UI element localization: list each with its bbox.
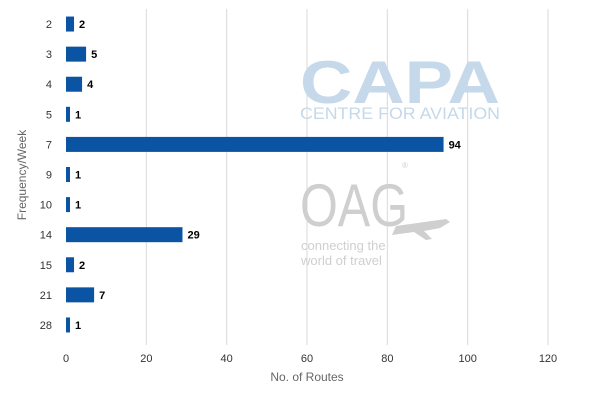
data-label: 7 bbox=[99, 290, 105, 302]
x-axis-ticks: 0 20 40 60 80 100 120 bbox=[63, 353, 557, 365]
capa-logo-text: CAPA bbox=[300, 49, 500, 116]
data-label: 1 bbox=[75, 109, 81, 121]
capa-watermark: CAPA CENTRE FOR AVIATION bbox=[300, 49, 500, 123]
oag-logo-text: OAG bbox=[300, 172, 408, 239]
bar bbox=[66, 317, 71, 333]
bar bbox=[66, 46, 87, 62]
bar bbox=[66, 136, 444, 152]
y-axis-ticks: 2 3 4 5 7 9 10 14 15 21 28 bbox=[40, 19, 52, 332]
data-label: 4 bbox=[87, 79, 94, 91]
bar bbox=[66, 106, 71, 122]
x-tick-label: 80 bbox=[381, 353, 393, 365]
bar bbox=[66, 287, 95, 303]
y-tick-label: 28 bbox=[40, 320, 52, 332]
y-tick-label: 2 bbox=[46, 19, 52, 31]
registered-mark-icon: ® bbox=[402, 161, 408, 170]
data-label: 29 bbox=[187, 230, 199, 242]
bar bbox=[66, 257, 75, 273]
y-tick-label: 9 bbox=[46, 170, 52, 182]
y-tick-label: 5 bbox=[46, 109, 52, 121]
oag-tagline-line2: world of travel bbox=[300, 253, 382, 268]
bar bbox=[66, 76, 83, 92]
x-tick-label: 120 bbox=[539, 353, 557, 365]
x-axis-title: No. of Routes bbox=[270, 370, 343, 384]
bar bbox=[66, 16, 75, 32]
data-label: 5 bbox=[91, 49, 97, 61]
x-tick-label: 40 bbox=[221, 353, 233, 365]
y-tick-label: 10 bbox=[40, 200, 52, 212]
capa-logo-subtitle: CENTRE FOR AVIATION bbox=[300, 104, 500, 123]
x-tick-label: 20 bbox=[140, 353, 152, 365]
y-axis-title: Frequency/Week bbox=[15, 129, 29, 220]
y-tick-label: 3 bbox=[46, 49, 52, 61]
x-tick-label: 100 bbox=[458, 353, 476, 365]
y-tick-label: 15 bbox=[40, 260, 52, 272]
x-tick-label: 0 bbox=[63, 353, 69, 365]
bar bbox=[66, 227, 183, 243]
data-labels: 2 5 4 1 94 1 1 29 2 7 1 bbox=[75, 19, 462, 332]
data-label: 1 bbox=[75, 170, 81, 182]
y-tick-label: 7 bbox=[46, 139, 52, 151]
data-label: 1 bbox=[75, 320, 81, 332]
x-tick-label: 60 bbox=[301, 353, 313, 365]
bar bbox=[66, 167, 71, 182]
data-label: 94 bbox=[449, 139, 462, 151]
bars bbox=[66, 16, 444, 333]
y-tick-label: 21 bbox=[40, 290, 52, 302]
oag-tagline-line1: connecting the bbox=[301, 238, 386, 253]
y-tick-label: 14 bbox=[40, 230, 52, 242]
oag-watermark: OAG ® connecting the world of travel bbox=[300, 161, 450, 268]
data-label: 1 bbox=[75, 200, 81, 212]
data-label: 2 bbox=[79, 260, 85, 272]
y-tick-label: 4 bbox=[46, 79, 52, 91]
bar bbox=[66, 197, 71, 213]
data-label: 2 bbox=[79, 19, 85, 31]
airplane-icon bbox=[392, 219, 450, 240]
grid-lines bbox=[145, 9, 549, 345]
